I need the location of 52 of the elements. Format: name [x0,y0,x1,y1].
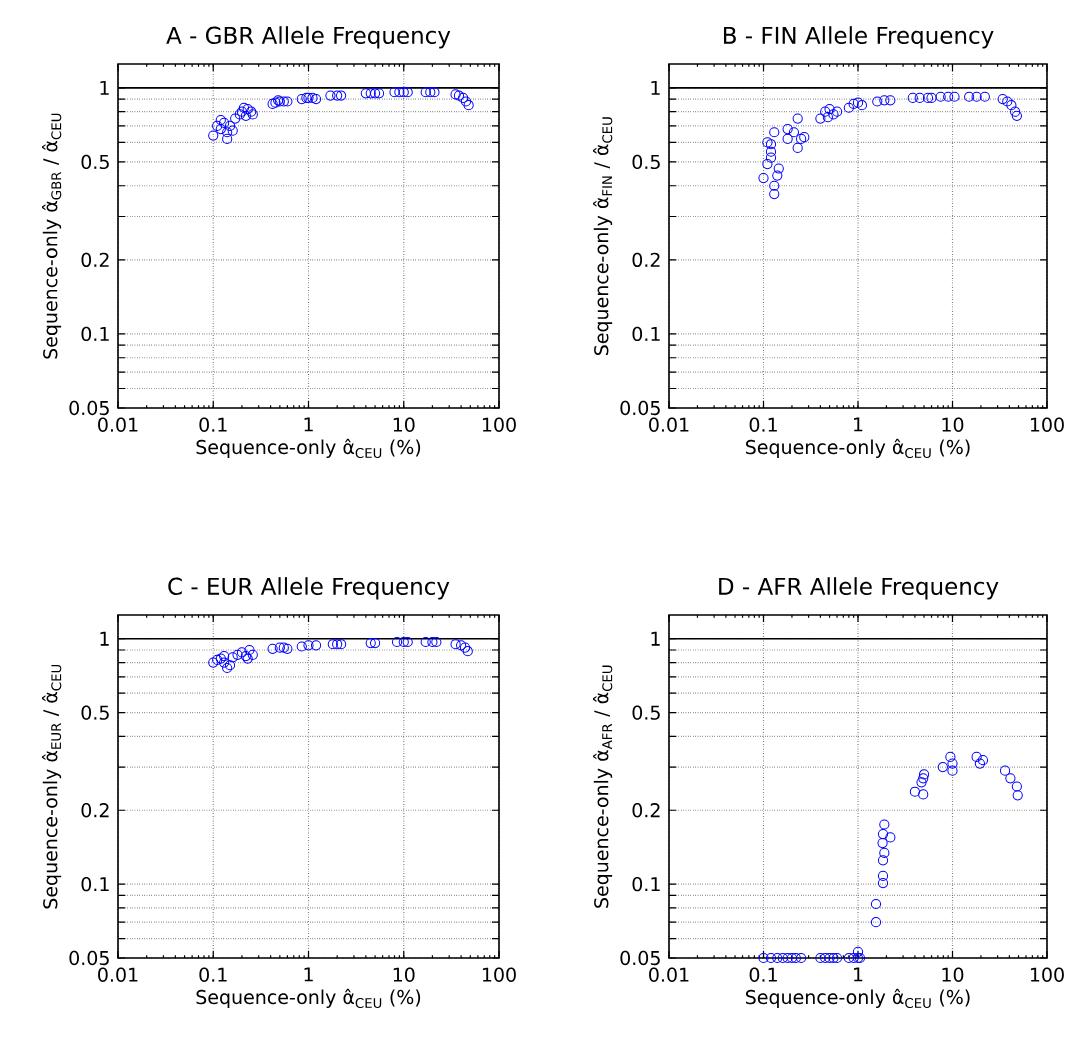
x-tick-label: 0.1 [199,417,227,432]
y-tick-label: 1 [651,631,660,646]
x-tick-label: 10 [942,967,964,982]
x-tick-label: 0.1 [749,417,777,432]
y-tick-label: 0.5 [81,705,109,720]
x-tick-label: 0.1 [749,967,777,982]
y-tick-label: 0.05 [69,950,109,966]
y-tick-label: 0.1 [632,876,660,892]
y-tick-label: 1 [651,80,660,95]
x-tick-label: 10 [393,967,415,982]
y-tick-label: 0.1 [632,326,660,342]
y-axis-title: Sequence-only α̂$_{AFR}$ / α̂$_{CEU}$ [592,665,613,908]
x-tick-label: 1 [304,967,313,982]
chart-title: D - AFR Allele Frequency [719,577,999,600]
y-tick-label: 0.05 [620,400,660,416]
y-tick-label: 0.5 [632,705,660,720]
x-tick-label: 100 [482,417,516,432]
y-tick-label: 0.1 [81,876,109,892]
x-tick-label: 1 [854,967,863,982]
y-tick-label: 1 [100,80,109,95]
y-tick-label: 0.1 [81,326,109,342]
y-axis-title: Sequence-only α̂$_{GBR}$ / α̂$_{CEU}$ [41,113,62,359]
y-tick-label: 0.2 [632,803,660,818]
y-axis-title: Sequence-only α̂$_{FIN}$ / α̂$_{CEU}$ [592,117,613,356]
x-axis-title: Sequence-only α̂$_{CEU}$ (%) [196,438,421,459]
y-tick-label: 0.2 [81,252,109,268]
y-axis-title: Sequence-only α̂$_{EUR}$ / α̂$_{CEU}$ [41,664,62,909]
x-tick-label: 1 [304,417,313,432]
y-tick-label: 0.2 [632,252,660,268]
x-tick-label: 0.01 [649,417,689,432]
x-tick-label: 10 [942,417,964,432]
y-tick-label: 0.05 [620,950,660,966]
chart-title: A - GBR Allele Frequency [166,26,451,49]
x-tick-label: 100 [482,967,516,982]
chart-title: B - FIN Allele Frequency [723,26,994,49]
x-tick-label: 1 [854,417,863,432]
y-tick-label: 0.2 [81,803,109,818]
y-tick-label: 0.5 [81,154,109,170]
x-tick-label: 100 [1030,417,1064,432]
x-tick-label: 0.1 [199,967,227,982]
x-tick-label: 10 [393,417,415,432]
x-tick-label: 100 [1030,967,1064,982]
x-tick-label: 0.01 [98,417,138,432]
x-tick-label: 0.01 [649,967,689,982]
x-axis-title: Sequence-only α̂$_{CEU}$ (%) [745,988,970,1009]
y-tick-label: 0.05 [69,400,109,416]
x-axis-title: Sequence-only α̂$_{CEU}$ (%) [745,438,970,459]
x-tick-label: 0.01 [98,967,138,982]
chart-title: C - EUR Allele Frequency [168,577,450,600]
y-tick-label: 0.5 [632,154,660,170]
y-tick-label: 1 [100,631,109,646]
x-axis-title: Sequence-only α̂$_{CEU}$ (%) [196,988,421,1009]
